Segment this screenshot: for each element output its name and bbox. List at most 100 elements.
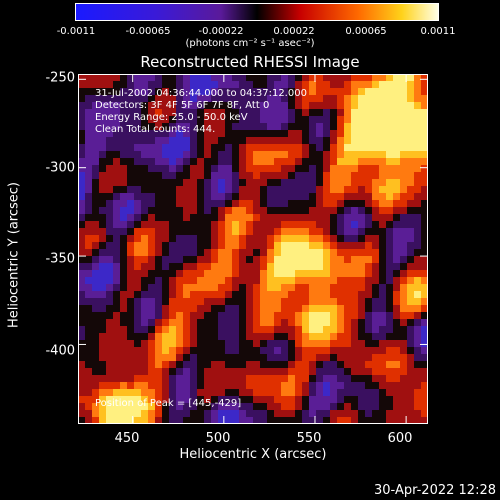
heatmap-cell	[92, 200, 100, 208]
heatmap-cell	[85, 123, 93, 131]
heatmap-cell	[120, 375, 128, 383]
heatmap-cell	[281, 312, 289, 320]
heatmap-cell	[197, 235, 205, 243]
heatmap-cell	[393, 116, 401, 124]
heatmap-cell	[379, 375, 387, 383]
heatmap-cell	[92, 81, 100, 89]
heatmap-cell	[295, 312, 303, 320]
heatmap-cell	[225, 291, 233, 299]
heatmap-cell	[78, 158, 86, 166]
heatmap-cell	[337, 417, 345, 424]
heatmap-cell	[323, 207, 331, 215]
heatmap-cell	[162, 326, 170, 334]
heatmap-cell	[421, 319, 428, 327]
heatmap-cell	[232, 403, 240, 411]
heatmap-cell	[344, 263, 352, 271]
heatmap-cell	[302, 368, 310, 376]
heatmap-cell	[344, 123, 352, 131]
heatmap-cell	[358, 207, 366, 215]
heatmap-cell	[309, 242, 317, 250]
heatmap-cell	[169, 403, 177, 411]
heatmap-cell	[162, 396, 170, 404]
heatmap-cell	[225, 305, 233, 313]
heatmap-cell	[372, 123, 380, 131]
heatmap-cell	[120, 207, 128, 215]
heatmap-cell	[274, 298, 282, 306]
heatmap-cell	[127, 333, 135, 341]
heatmap-cell	[386, 200, 394, 208]
heatmap-cell	[414, 144, 422, 152]
heatmap-cell	[218, 235, 226, 243]
heatmap-cell	[85, 214, 93, 222]
heatmap-cell	[421, 361, 428, 369]
heatmap-cell	[330, 95, 338, 103]
heatmap-cell	[302, 242, 310, 250]
heatmap-cell	[183, 249, 191, 257]
heatmap-cell	[337, 263, 345, 271]
heatmap-cell	[148, 354, 156, 362]
chart-title: Reconstructed RHESSI Image	[140, 53, 360, 71]
heatmap-cell	[92, 333, 100, 341]
heatmap-cell	[134, 305, 142, 313]
heatmap-cell	[351, 144, 359, 152]
heatmap-cell	[351, 410, 359, 418]
heatmap-cell	[365, 347, 373, 355]
heatmap-cell	[407, 382, 415, 390]
heatmap-cell	[225, 242, 233, 250]
heatmap-cell	[225, 396, 233, 404]
heatmap-cell	[386, 74, 394, 82]
heatmap-cell	[302, 109, 310, 117]
heatmap-cell	[414, 284, 422, 292]
heatmap-cell	[414, 319, 422, 327]
heatmap-cell	[239, 102, 247, 110]
colorbar-units: (photons cm⁻² s⁻¹ asec⁻²)	[185, 38, 315, 49]
heatmap-cell	[323, 186, 331, 194]
heatmap-cell	[400, 81, 408, 89]
heatmap-cell	[204, 228, 212, 236]
heatmap-cell	[78, 270, 86, 278]
heatmap-cell	[85, 396, 93, 404]
heatmap-cell	[253, 207, 261, 215]
heatmap-cell	[190, 81, 198, 89]
heatmap-cell	[358, 305, 366, 313]
heatmap-cell	[400, 270, 408, 278]
colorbar-tick: 0.00022	[273, 26, 315, 37]
heatmap-cell	[337, 221, 345, 229]
heatmap-cell	[309, 284, 317, 292]
heatmap-cell	[274, 109, 282, 117]
heatmap-cell	[400, 263, 408, 271]
heatmap-cell	[78, 326, 86, 334]
heatmap-cell	[267, 235, 275, 243]
heatmap-cell	[274, 312, 282, 320]
x-tick-label: 500	[205, 431, 231, 446]
heatmap-cell	[407, 249, 415, 257]
heatmap-cell	[155, 298, 163, 306]
heatmap-cell	[155, 410, 163, 418]
heatmap-cell	[176, 137, 184, 145]
heatmap-cell	[134, 200, 142, 208]
heatmap-cell	[134, 326, 142, 334]
heatmap-cell	[99, 193, 107, 201]
heatmap-cell	[414, 242, 422, 250]
heatmap-cell	[288, 256, 296, 264]
heatmap-cell	[225, 102, 233, 110]
heatmap-cell	[400, 319, 408, 327]
heatmap-cell	[281, 333, 289, 341]
heatmap-cell	[218, 95, 226, 103]
heatmap-cell	[267, 354, 275, 362]
heatmap-cell	[295, 368, 303, 376]
heatmap-cell	[393, 249, 401, 257]
heatmap-cell	[78, 228, 86, 236]
heatmap-cell	[232, 333, 240, 341]
heatmap-cell	[295, 130, 303, 138]
heatmap-cell	[253, 249, 261, 257]
heatmap-cell	[141, 249, 149, 257]
heatmap-cell	[316, 263, 324, 271]
heatmap-cell	[372, 137, 380, 145]
heatmap-cell	[267, 340, 275, 348]
heatmap-cell	[239, 151, 247, 159]
heatmap-cell	[365, 298, 373, 306]
heatmap-cell	[414, 417, 422, 424]
heatmap-cell	[274, 179, 282, 187]
heatmap-cell	[414, 354, 422, 362]
